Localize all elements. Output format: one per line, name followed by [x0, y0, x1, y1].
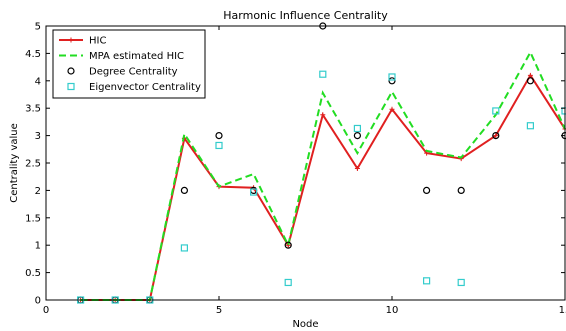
degree-centrality-point	[180, 186, 188, 194]
hic-point-marker	[320, 112, 326, 118]
y-tick-label: 2.5	[25, 159, 41, 170]
eigenvector-centrality-point	[457, 278, 465, 287]
y-tick-label: 4	[35, 76, 41, 87]
eigenvector-centrality-point	[526, 122, 535, 130]
legend-box	[52, 29, 206, 99]
y-tick-label: 5	[35, 22, 41, 33]
x-axis-label: Node	[292, 319, 318, 330]
hic-point-marker	[389, 106, 395, 112]
degree-centrality-point	[353, 132, 361, 140]
hic-point-marker	[527, 72, 533, 78]
eigenvector-centrality-point	[319, 70, 327, 78]
y-tick-label: 3	[35, 131, 41, 142]
legend-swatch-degree	[67, 67, 75, 75]
x-tick-label: 0	[43, 305, 49, 316]
y-tick-label: 0.5	[25, 268, 41, 279]
y-tick-label: 0	[35, 296, 41, 307]
legend-eigenvector-centrality: Eigenvector Centrality	[89, 82, 201, 93]
legend-swatch-hic-marker	[68, 37, 74, 43]
eigenvector-centrality-point	[250, 188, 258, 196]
eigenvector-centrality-point	[388, 73, 396, 81]
y-tick-label: 1	[35, 241, 41, 252]
legend-hic: HIC	[89, 36, 106, 47]
hic-point-marker	[493, 133, 499, 139]
degree-centrality-point	[492, 132, 500, 140]
eigenvector-centrality-point	[353, 124, 361, 133]
eigenvector-centrality-point	[423, 277, 431, 285]
eigenvector-centrality-point	[180, 244, 188, 252]
degree-centrality-point	[526, 77, 535, 85]
degree-centrality-point	[284, 241, 292, 249]
degree-centrality-point	[215, 132, 223, 140]
legend-mpa-estimated-hic: MPA estimated HIC	[89, 51, 184, 62]
series-line-mpa-estimated-hic	[80, 50, 566, 301]
legend-degree-centrality: Degree Centrality	[89, 67, 178, 78]
degree-centrality-point	[423, 186, 431, 194]
eigenvector-centrality-point	[284, 278, 292, 287]
x-tick-label: 15	[559, 305, 566, 316]
y-tick-label: 1.5	[25, 213, 41, 224]
y-tick-label: 3.5	[25, 104, 41, 115]
y-tick-label: 2	[35, 186, 41, 197]
chart-title: Harmonic Influence Centrality	[223, 9, 388, 22]
degree-centrality-point	[388, 77, 396, 85]
eigenvector-centrality-point	[492, 107, 500, 115]
ticks-layer: 0 5 10 15 0 0.5 1 1.5 2 2.5 3 3.5 4 4.5 5	[25, 22, 566, 317]
legend: HIC MPA estimated HIC Degree Centrality Eig…	[52, 29, 206, 99]
hic-point-marker	[354, 165, 360, 171]
degree-centrality-point	[457, 186, 465, 194]
y-axis-label: Centrality value	[9, 123, 20, 203]
eigenvector-centrality-point	[215, 141, 223, 150]
x-tick-label: 10	[386, 305, 399, 316]
legend-swatch-eigenvector	[67, 82, 75, 91]
x-tick-label: 5	[216, 305, 222, 316]
y-tick-label: 4.5	[25, 49, 41, 60]
